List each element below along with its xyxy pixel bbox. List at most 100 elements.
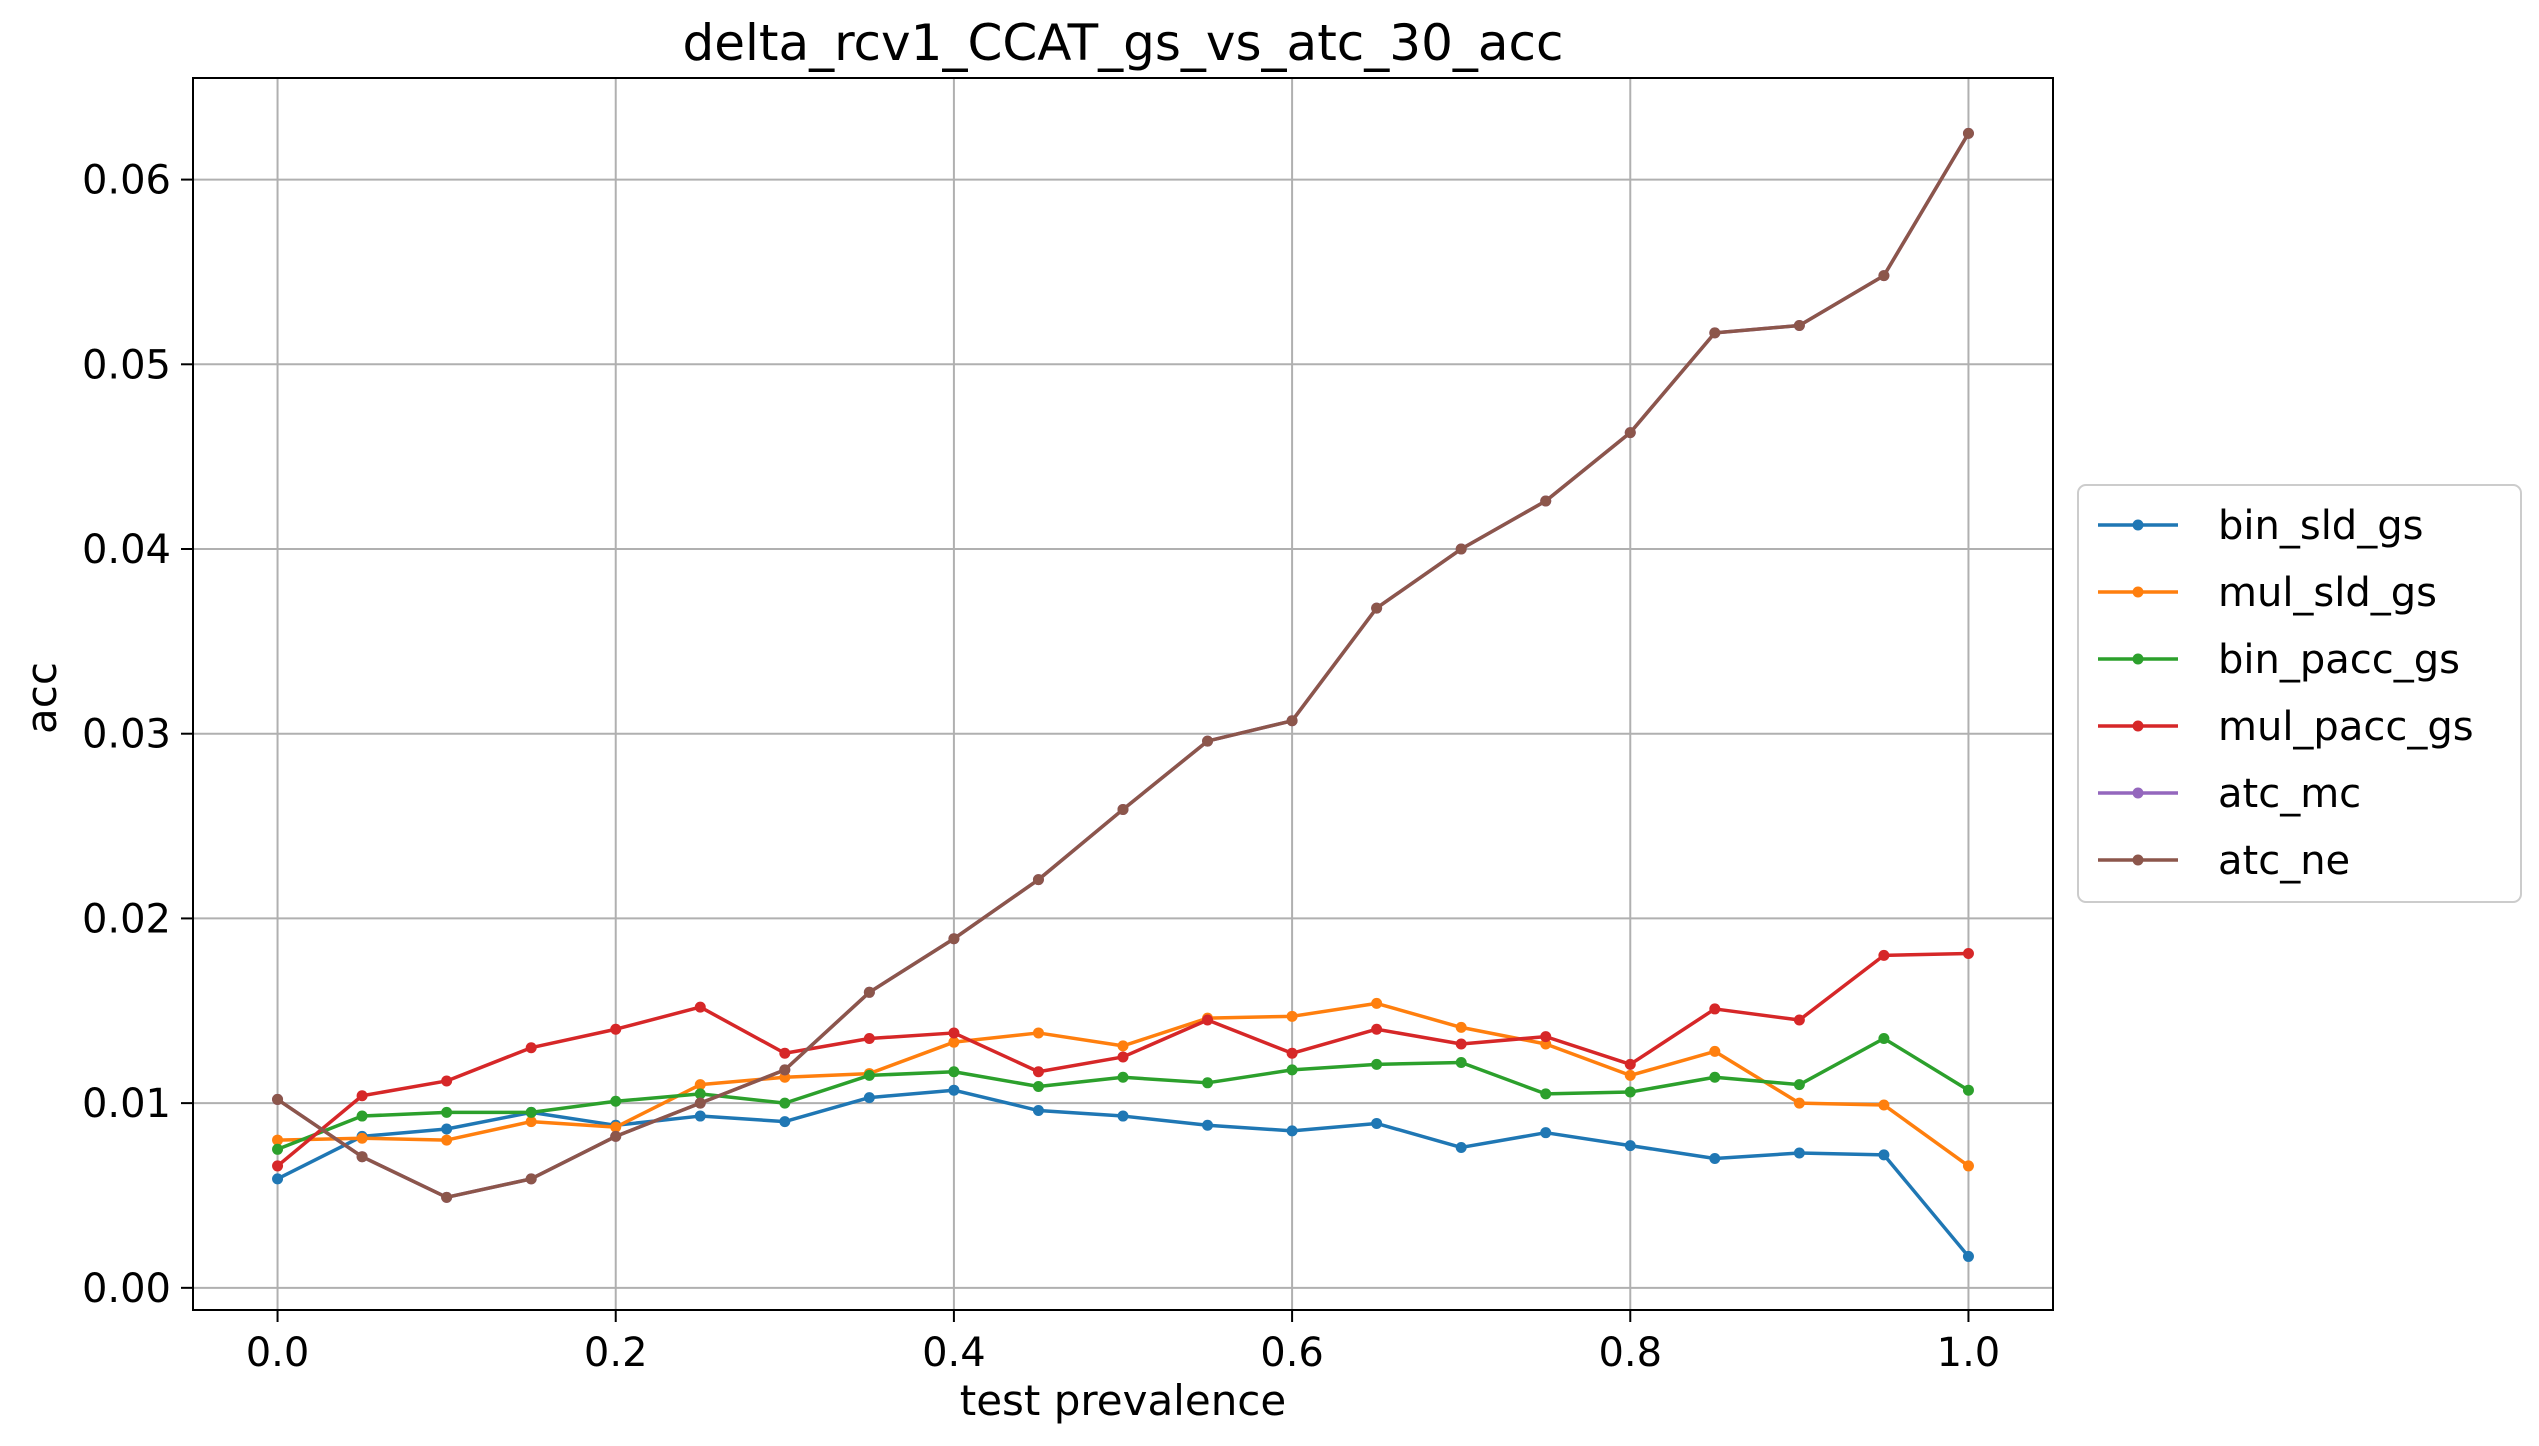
data-point xyxy=(1962,1160,1974,1172)
data-point xyxy=(1032,1105,1044,1117)
data-point xyxy=(272,1143,284,1155)
data-point xyxy=(1624,1086,1636,1098)
data-point xyxy=(356,1110,368,1122)
data-point xyxy=(441,1123,453,1135)
data-point xyxy=(1202,735,1214,747)
series-mul-sld-gs xyxy=(272,997,1974,1172)
data-point xyxy=(1709,1153,1721,1165)
data-point xyxy=(1286,1047,1298,1059)
data-point xyxy=(1202,1014,1214,1026)
data-point xyxy=(1962,1250,1974,1262)
data-point xyxy=(1793,320,1805,332)
x-tick-label: 0.8 xyxy=(1598,1330,1662,1376)
data-point xyxy=(441,1134,453,1146)
data-point xyxy=(1117,1051,1129,1063)
data-point xyxy=(1709,327,1721,339)
x-axis-label: test prevalence xyxy=(960,1376,1287,1425)
data-point xyxy=(610,1023,622,1035)
data-point xyxy=(356,1090,368,1102)
data-point xyxy=(441,1191,453,1203)
data-point xyxy=(1455,1038,1467,1050)
y-tick-label: 0.00 xyxy=(82,1266,171,1312)
legend-marker xyxy=(2132,653,2144,665)
data-point xyxy=(694,1097,706,1109)
data-point xyxy=(1793,1014,1805,1026)
data-point xyxy=(1793,1097,1805,1109)
data-point xyxy=(1286,715,1298,727)
data-point xyxy=(1117,1071,1129,1083)
data-point xyxy=(1371,997,1383,1009)
data-point xyxy=(1878,270,1890,282)
data-point xyxy=(525,1116,537,1128)
data-point xyxy=(525,1106,537,1118)
data-point xyxy=(694,1001,706,1013)
data-point xyxy=(1709,1003,1721,1015)
legend-item: mul_sld_gs xyxy=(2098,570,2437,616)
data-point xyxy=(948,1027,960,1039)
data-point xyxy=(1962,948,1974,960)
data-point xyxy=(1286,1125,1298,1137)
data-point xyxy=(694,1088,706,1100)
data-point xyxy=(1540,495,1552,507)
data-point xyxy=(863,1092,875,1104)
x-tick-label: 0.0 xyxy=(246,1330,310,1376)
y-tick-label: 0.03 xyxy=(82,712,171,758)
legend-marker xyxy=(2132,854,2144,866)
data-point xyxy=(1032,874,1044,886)
legend-label: bin_pacc_gs xyxy=(2218,637,2460,683)
series-atc-ne xyxy=(272,127,1974,1203)
data-point xyxy=(1540,1031,1552,1043)
legend-label: mul_sld_gs xyxy=(2218,570,2437,616)
x-tick-label: 0.6 xyxy=(1260,1330,1324,1376)
legend-marker xyxy=(2132,720,2144,732)
data-point xyxy=(863,1032,875,1044)
data-point xyxy=(1624,1058,1636,1070)
data-point xyxy=(1032,1081,1044,1093)
data-point xyxy=(1624,427,1636,439)
data-point xyxy=(863,1069,875,1081)
legend-marker xyxy=(2132,586,2144,598)
data-point xyxy=(1117,1040,1129,1052)
data-point xyxy=(1371,602,1383,614)
y-tick-label: 0.05 xyxy=(82,342,171,388)
data-point xyxy=(1878,1032,1890,1044)
axis-ticks: 0.0 0.2 0.4 0.6 0.8 1.0 0.00 0.01 0.02 0.03 0.04 0.… xyxy=(82,158,2000,1376)
legend-label: bin_sld_gs xyxy=(2218,503,2423,549)
data-point xyxy=(356,1132,368,1144)
data-point xyxy=(1962,1084,1974,1096)
data-point xyxy=(272,1160,284,1172)
data-point xyxy=(779,1097,791,1109)
y-tick-label: 0.02 xyxy=(82,896,171,942)
data-point xyxy=(610,1121,622,1133)
data-point xyxy=(1793,1079,1805,1091)
data-point xyxy=(1371,1023,1383,1035)
data-point xyxy=(356,1151,368,1163)
data-point xyxy=(779,1116,791,1128)
data-point xyxy=(1962,127,1974,139)
data-point xyxy=(1202,1077,1214,1089)
legend-item: bin_pacc_gs xyxy=(2098,637,2460,683)
data-point xyxy=(1540,1127,1552,1139)
data-point xyxy=(441,1106,453,1118)
plot-series xyxy=(272,127,1974,1262)
legend-label: mul_pacc_gs xyxy=(2218,704,2474,750)
y-tick-label: 0.04 xyxy=(82,527,171,573)
data-point xyxy=(1202,1119,1214,1131)
data-point xyxy=(1455,543,1467,555)
data-point xyxy=(1371,1058,1383,1070)
data-point xyxy=(1286,1010,1298,1022)
data-point xyxy=(948,1084,960,1096)
data-point xyxy=(779,1064,791,1076)
data-point xyxy=(948,1066,960,1078)
data-point xyxy=(1709,1071,1721,1083)
x-tick-label: 0.4 xyxy=(922,1330,986,1376)
data-point xyxy=(1455,1141,1467,1153)
legend-item: mul_pacc_gs xyxy=(2098,704,2474,750)
data-point xyxy=(1455,1021,1467,1033)
data-point xyxy=(610,1130,622,1142)
y-tick-label: 0.01 xyxy=(82,1081,171,1127)
data-point xyxy=(1032,1066,1044,1078)
data-point xyxy=(272,1173,284,1185)
data-point xyxy=(272,1134,284,1146)
